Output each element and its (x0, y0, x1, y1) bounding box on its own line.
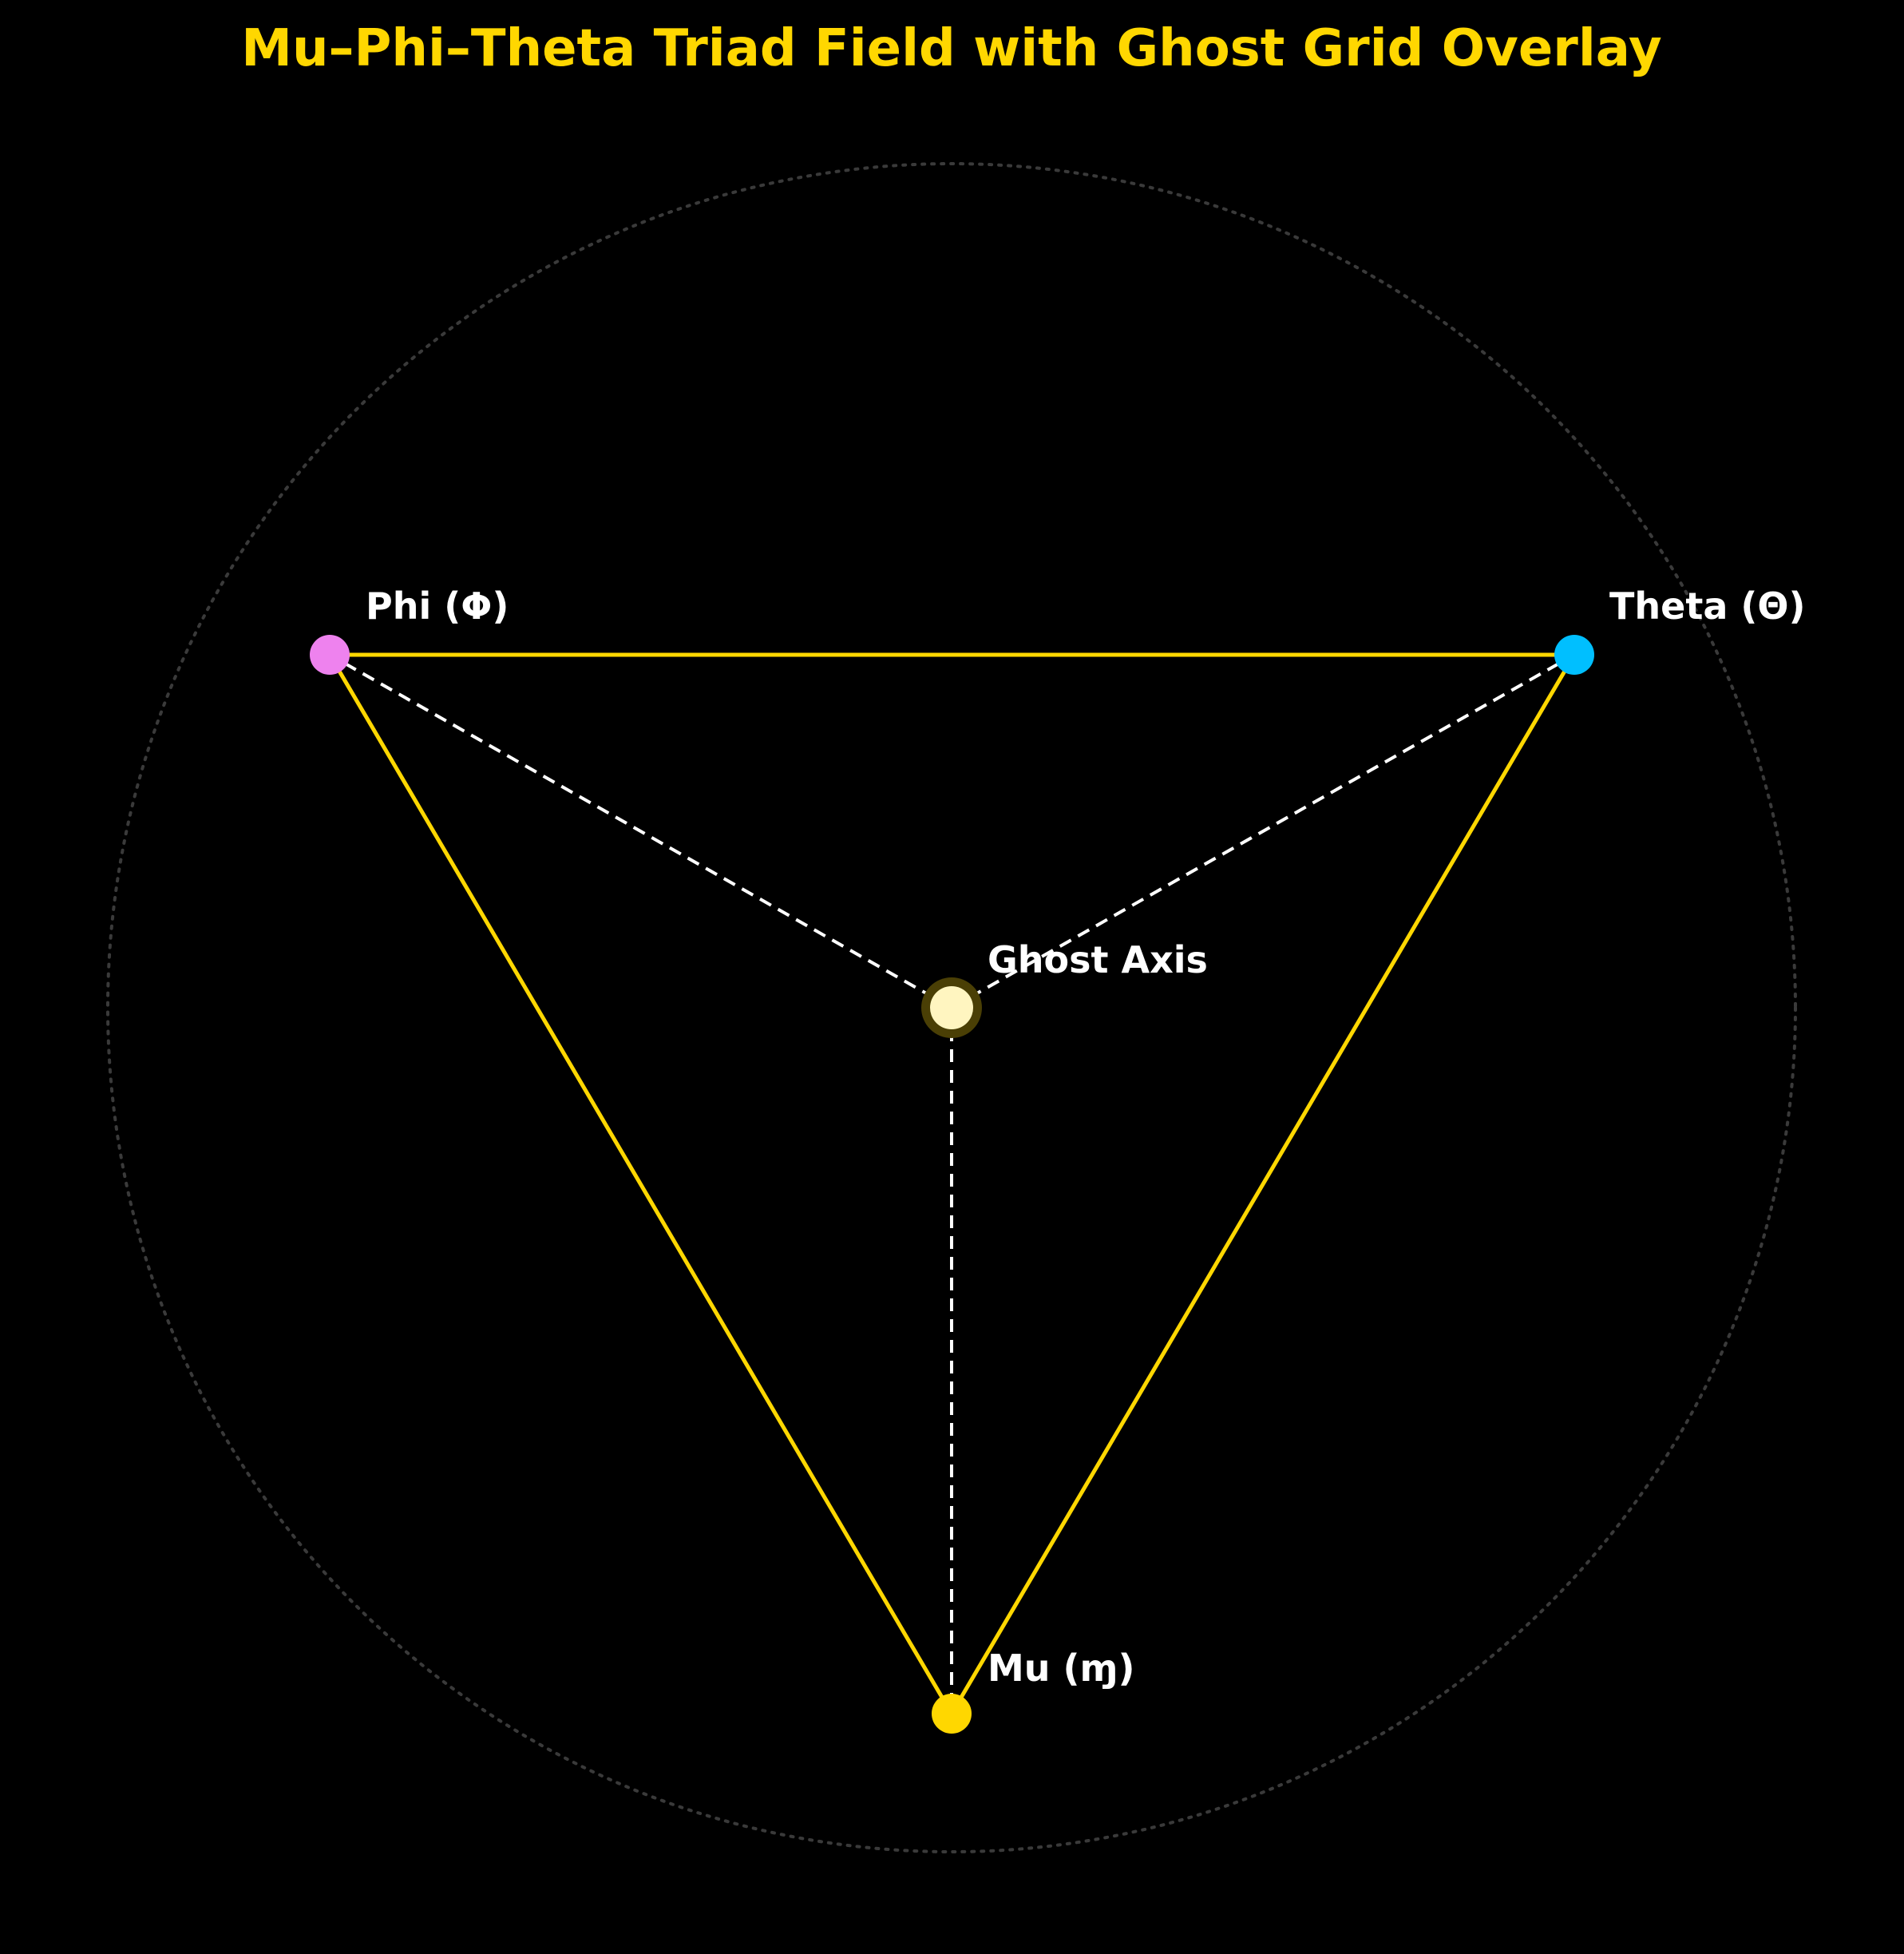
edge-mu-phi (327, 653, 954, 1715)
edge-theta-mu (949, 653, 1577, 1715)
triad-nodes (310, 635, 1594, 1734)
mu-node (932, 1694, 972, 1734)
node-labels: Phi (Φ) Theta (Θ) Mu (ɱ) Ghost Axis (366, 585, 1806, 1690)
theta-label: Theta (Θ) (1609, 585, 1806, 628)
triangle-edges (327, 652, 1577, 1715)
guide-circle (106, 162, 1797, 1853)
mu-label: Mu (ɱ) (988, 1647, 1135, 1690)
ghost-label: Ghost Axis (988, 938, 1208, 981)
phi-node (310, 635, 350, 675)
spoke-ghost-phi (329, 653, 952, 1009)
spoke-ghost-theta (951, 653, 1575, 1009)
diagram-title: Mu–Phi–Theta Triad Field with Ghost Grid… (241, 19, 1661, 78)
ghost-spokes (329, 653, 1575, 1714)
ghost-node (930, 986, 973, 1029)
phi-label: Phi (Φ) (366, 585, 509, 628)
theta-node (1554, 635, 1594, 675)
